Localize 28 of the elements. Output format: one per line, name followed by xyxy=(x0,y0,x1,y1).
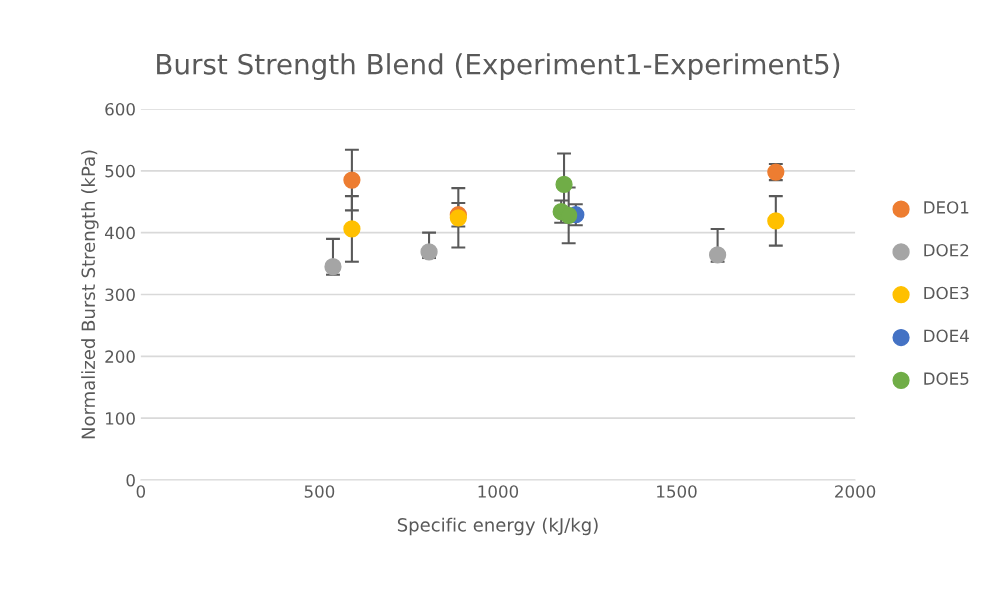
y-tick-label: 400 xyxy=(104,226,135,240)
legend-label: DOE5 xyxy=(924,372,969,385)
point xyxy=(560,206,578,224)
y-tick-label: 200 xyxy=(105,350,135,363)
x-tick-label: 500 xyxy=(304,485,335,498)
chart-title: Burst Strength Blend (Experiment1-Experiment5) xyxy=(157,53,840,81)
legend-label: DOE4 xyxy=(924,329,969,343)
point xyxy=(343,220,361,238)
x-tick-label: 0 xyxy=(136,485,146,498)
x-axis-title: Specific energy (kJ/kg) xyxy=(397,517,598,536)
point xyxy=(343,171,361,189)
point xyxy=(420,243,438,261)
legend-label: DEO1 xyxy=(924,201,969,214)
x-tick-label: 2000 xyxy=(835,485,876,498)
point xyxy=(767,212,785,230)
y-tick-label: 500 xyxy=(105,164,135,178)
legend-label: DOE3 xyxy=(924,286,969,300)
y-axis-title: Normalized Burst Strength (kPa) xyxy=(81,150,99,439)
legend-label: DOE2 xyxy=(924,243,969,257)
x-tick-label: 1500 xyxy=(657,485,697,498)
point xyxy=(324,258,342,276)
y-tick-label: 0 xyxy=(126,474,135,487)
point xyxy=(555,175,573,194)
y-tick-label: 300 xyxy=(105,288,135,302)
point xyxy=(708,246,727,264)
x-tick-label: 1000 xyxy=(478,485,519,498)
y-tick-label: 100 xyxy=(106,412,135,425)
y-tick-label: 600 xyxy=(105,102,135,116)
